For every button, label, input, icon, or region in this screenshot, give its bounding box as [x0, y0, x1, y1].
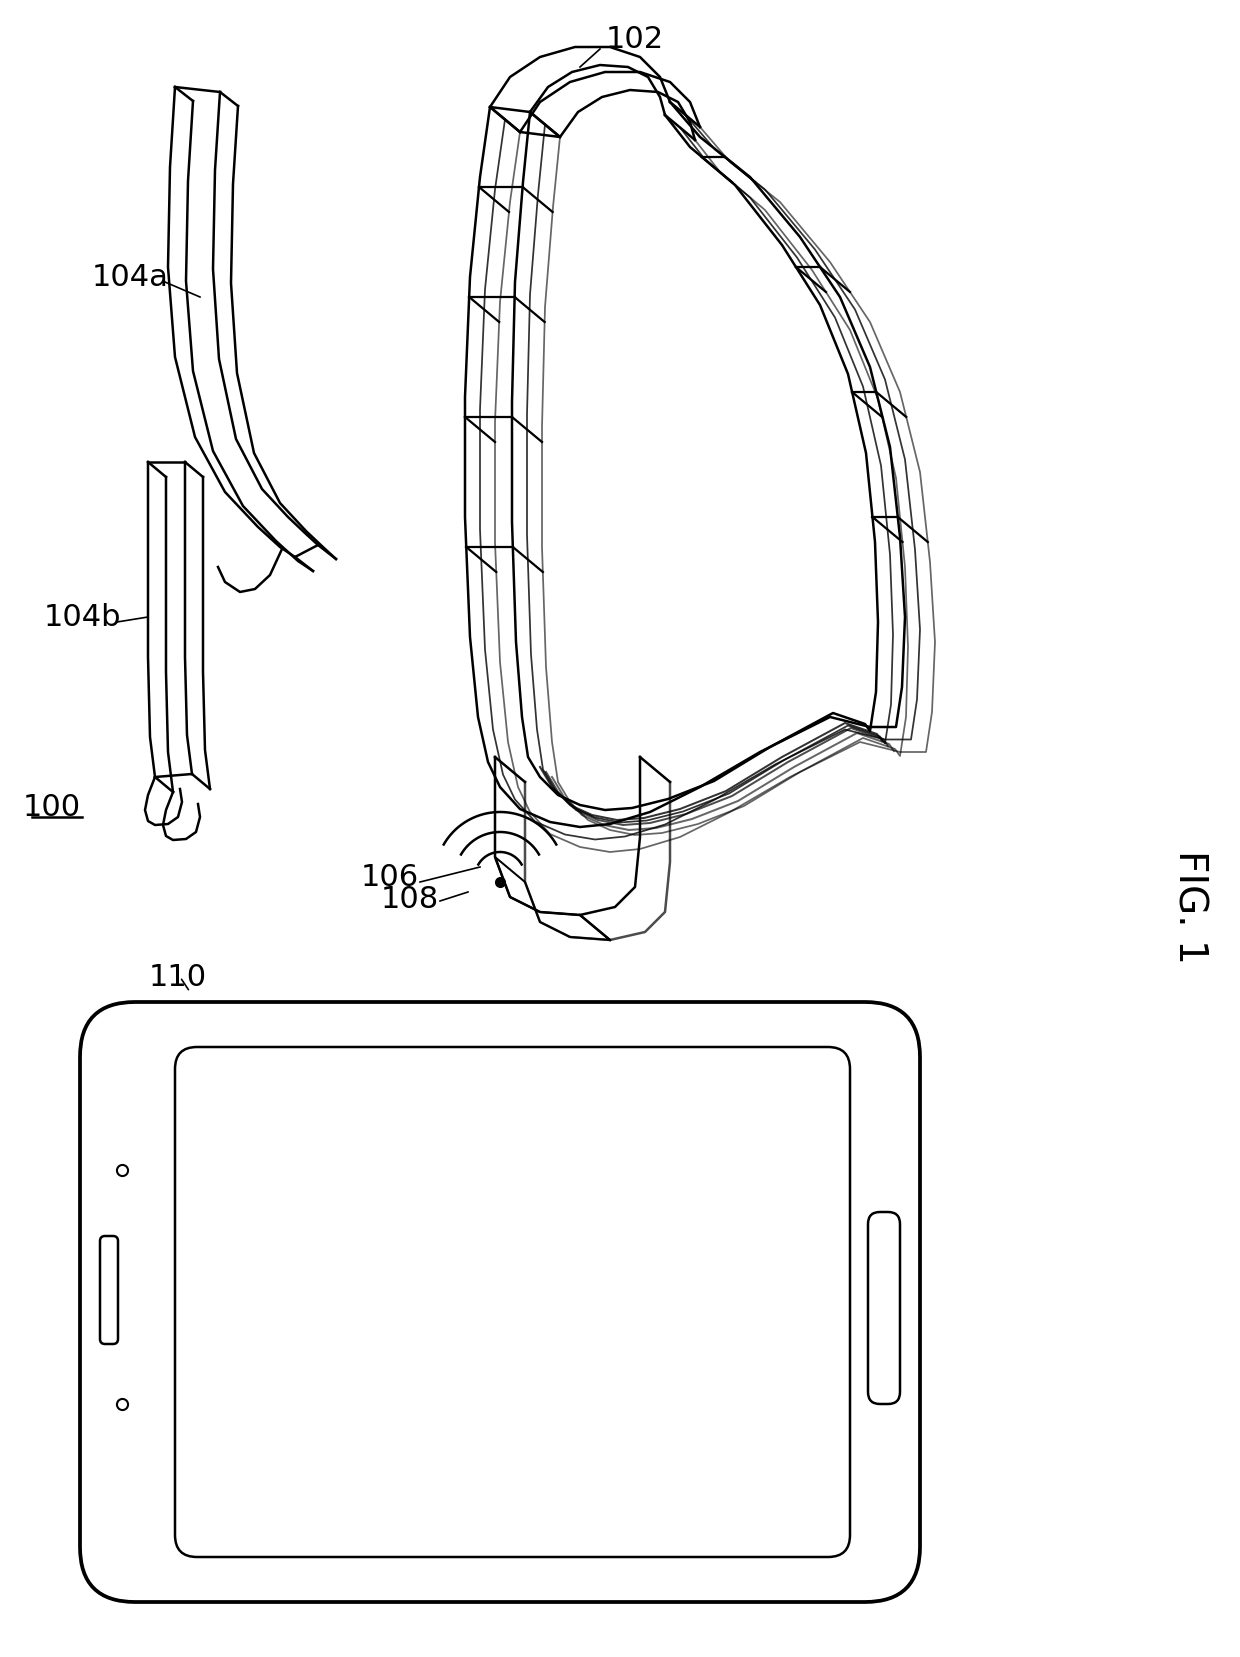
Text: FIG. 1: FIG. 1: [1171, 850, 1209, 964]
FancyBboxPatch shape: [81, 1002, 920, 1602]
Text: 100: 100: [22, 792, 81, 822]
Text: 104b: 104b: [43, 603, 120, 631]
Polygon shape: [490, 108, 560, 138]
Text: 104a: 104a: [92, 262, 169, 292]
FancyBboxPatch shape: [100, 1236, 118, 1344]
Text: 108: 108: [381, 885, 439, 913]
FancyBboxPatch shape: [868, 1211, 900, 1403]
Text: 110: 110: [149, 963, 207, 991]
Text: 102: 102: [606, 25, 665, 53]
Text: 106: 106: [361, 863, 419, 891]
Polygon shape: [495, 857, 610, 940]
FancyBboxPatch shape: [175, 1047, 849, 1558]
